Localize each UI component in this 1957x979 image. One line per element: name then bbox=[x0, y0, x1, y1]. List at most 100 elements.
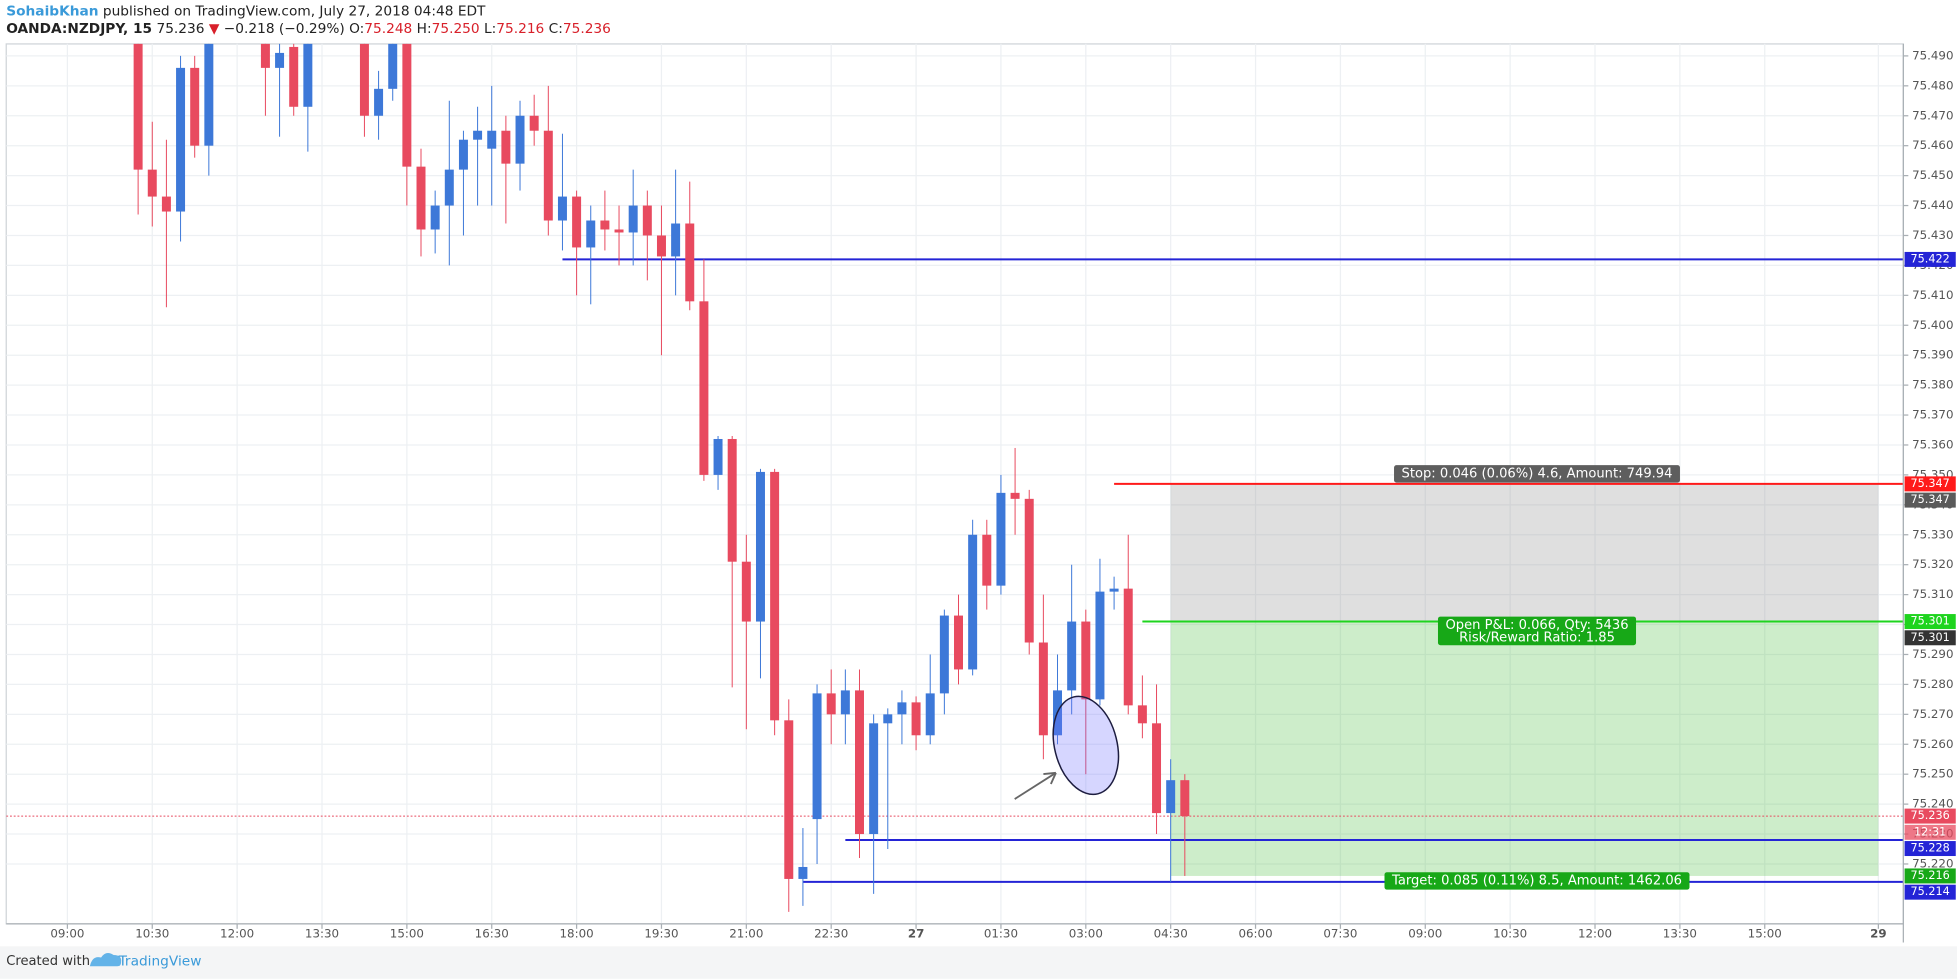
candle-body bbox=[388, 43, 398, 89]
candle-body bbox=[996, 492, 1006, 586]
y-tick-label: 75.320 bbox=[1912, 557, 1953, 571]
y-tick-label: 75.280 bbox=[1912, 677, 1953, 691]
y-tick-label: 75.450 bbox=[1912, 168, 1953, 182]
y-tick-label: 75.370 bbox=[1912, 408, 1953, 422]
candle-body bbox=[275, 52, 285, 68]
y-tick-label: 75.260 bbox=[1912, 737, 1953, 751]
annotation[interactable] bbox=[1014, 689, 1128, 801]
price-tag bbox=[1904, 884, 1956, 900]
y-tick-label: 75.490 bbox=[1912, 48, 1953, 62]
symbol: OANDA:NZDJPY, 15 bbox=[6, 21, 152, 37]
candle-body bbox=[1166, 780, 1176, 814]
candle-body bbox=[826, 693, 836, 715]
symbol-line: OANDA:NZDJPY, 15 75.236 ▼ −0.218 (−0.29%… bbox=[6, 21, 611, 37]
y-tick-label: 75.310 bbox=[1912, 587, 1953, 601]
stop-label: Stop: 0.046 (0.06%) 4.6, Amount: 749.94 bbox=[1402, 466, 1673, 481]
footer-logo[interactable] bbox=[89, 953, 122, 967]
price-tag bbox=[1904, 251, 1956, 267]
price-tag-label: 75.228 bbox=[1911, 842, 1950, 855]
y-tick-label: 75.240 bbox=[1912, 797, 1953, 811]
candle-body bbox=[1010, 492, 1020, 499]
x-tick-label: 22:30 bbox=[814, 926, 848, 940]
y-tick-label: 75.390 bbox=[1912, 348, 1953, 362]
y-tick-label: 75.460 bbox=[1912, 138, 1953, 152]
x-tick-label: 15:00 bbox=[1748, 926, 1782, 940]
candle-body bbox=[1024, 498, 1034, 643]
price-tag bbox=[1904, 841, 1956, 857]
axes: 75.490 75.480 75.470 75.460 75.450 75.440 75.4… bbox=[50, 48, 1953, 940]
countdown-tag bbox=[1904, 824, 1956, 840]
y-tick-label: 75.440 bbox=[1912, 198, 1953, 212]
ohlc-value: 75.248 bbox=[364, 21, 412, 37]
candle-body bbox=[444, 169, 454, 206]
x-tick-label: 15:00 bbox=[390, 926, 424, 940]
footer-brand[interactable]: TradingView bbox=[118, 953, 202, 969]
y-tick-label: 75.220 bbox=[1912, 856, 1953, 870]
y-tick-label: 75.250 bbox=[1912, 767, 1953, 781]
ohlc-key: C: bbox=[549, 21, 563, 37]
candle-body bbox=[925, 693, 935, 736]
candle-body bbox=[840, 690, 850, 715]
pnl-bg bbox=[1437, 616, 1637, 646]
position-tool[interactable] bbox=[1170, 483, 1879, 876]
position-labels: Stop: 0.046 (0.06%) 4.6, Amount: 749.94 T… bbox=[1384, 465, 1690, 890]
candle-body bbox=[685, 223, 695, 302]
x-tick-label: 10:30 bbox=[135, 926, 169, 940]
candle-body bbox=[600, 220, 610, 230]
price-tag bbox=[1904, 476, 1956, 492]
candle-body bbox=[1180, 780, 1190, 817]
y-tick-label: 75.480 bbox=[1912, 78, 1953, 92]
candle-body bbox=[147, 169, 157, 197]
candle-body bbox=[515, 115, 525, 164]
grid bbox=[6, 43, 1904, 924]
footer-bar bbox=[0, 946, 1957, 979]
pnl-label: Open P&L: 0.066, Qty: 5436 bbox=[1445, 618, 1628, 633]
candle-body bbox=[161, 196, 171, 212]
header-line: SohaibKhan published on TradingView.com,… bbox=[6, 3, 486, 19]
stop-label-bg bbox=[1394, 465, 1680, 483]
candle-body bbox=[543, 130, 553, 221]
candle-body bbox=[869, 723, 879, 835]
ohlc-key: O: bbox=[349, 21, 364, 37]
candles bbox=[133, 43, 1190, 912]
candle-body bbox=[727, 438, 737, 562]
candle-body bbox=[1137, 705, 1147, 724]
candle-body bbox=[939, 615, 949, 694]
ohlc-value: 75.236 bbox=[563, 21, 611, 37]
candle-body bbox=[968, 534, 978, 670]
price-tag-label: 75.216 bbox=[1911, 869, 1950, 882]
candle-body bbox=[656, 235, 666, 257]
footer-created: Created with bbox=[6, 954, 90, 969]
x-tick-label: 13:30 bbox=[1663, 926, 1697, 940]
candle-body bbox=[854, 690, 864, 835]
y-tick-label: 75.380 bbox=[1912, 378, 1953, 392]
candle-body bbox=[190, 67, 200, 146]
candle-body bbox=[1152, 723, 1162, 814]
candle-body bbox=[176, 67, 186, 212]
y-tick-label: 75.270 bbox=[1912, 707, 1953, 721]
candle-body bbox=[260, 43, 270, 68]
price-tag-label: 75.301 bbox=[1911, 615, 1950, 628]
x-tick-label: 06:00 bbox=[1238, 926, 1272, 940]
reward-zone bbox=[1170, 621, 1879, 876]
x-tick-label: 16:30 bbox=[475, 926, 509, 940]
candle-body bbox=[374, 88, 384, 116]
x-tick-label: 03:00 bbox=[1069, 926, 1103, 940]
x-tick-label: 21:00 bbox=[729, 926, 763, 940]
arrow-line[interactable] bbox=[1014, 772, 1057, 800]
candle-body bbox=[289, 46, 299, 107]
candle-body bbox=[458, 139, 468, 170]
candle-body bbox=[911, 702, 921, 736]
published: published on TradingView.com, July 27, 2… bbox=[103, 3, 486, 19]
last-price: 75.236 bbox=[156, 21, 204, 37]
price-tag bbox=[1904, 492, 1956, 508]
arrow-head[interactable] bbox=[1043, 771, 1057, 785]
candle-body bbox=[614, 229, 624, 233]
author[interactable]: SohaibKhan bbox=[6, 3, 98, 19]
highlight-ellipse[interactable] bbox=[1043, 689, 1128, 801]
candle-body bbox=[586, 220, 596, 248]
candle-body bbox=[430, 205, 440, 230]
candle-body bbox=[529, 115, 539, 131]
candle-body bbox=[628, 205, 638, 233]
